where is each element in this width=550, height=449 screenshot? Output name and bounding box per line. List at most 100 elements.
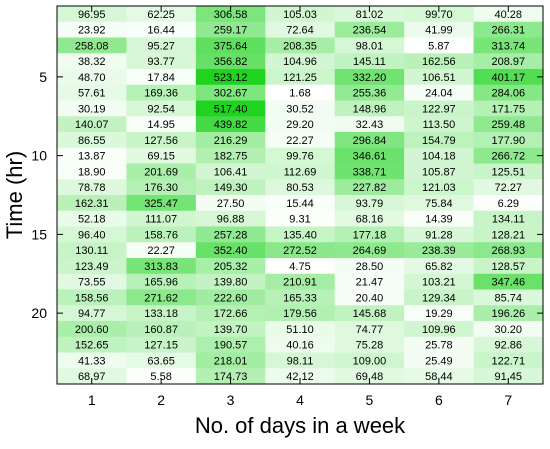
heatmap-cell-label: 92.54 — [147, 103, 175, 115]
heatmap-cell — [404, 195, 475, 212]
heatmap-cell-label: 162.31 — [75, 198, 109, 210]
heatmap-cell — [334, 69, 405, 86]
heatmap-cell-label: 27.50 — [217, 198, 245, 210]
heatmap-cell — [126, 368, 197, 385]
heatmap-cell — [473, 132, 544, 149]
heatmap-cell-label: 127.15 — [144, 340, 178, 352]
heatmap-cell — [126, 258, 197, 275]
heatmap-cell-label: 30.19 — [78, 103, 106, 115]
heatmap-cell — [404, 100, 475, 117]
heatmap-cell-label: 98.11 — [287, 355, 314, 367]
heatmap-cell-label: 258.08 — [75, 40, 109, 52]
heatmap-cell — [195, 116, 266, 133]
heatmap-cell — [473, 258, 544, 275]
heatmap-cell — [195, 163, 266, 180]
x-tick-label: 6 — [435, 392, 443, 408]
heatmap-cell-label: 439.82 — [214, 119, 248, 131]
x-axis-title: No. of days in a week — [195, 413, 406, 438]
heatmap-cell-label: 99.70 — [425, 9, 453, 21]
heatmap-cell — [57, 352, 128, 369]
heatmap-cell — [126, 84, 197, 102]
heatmap-cell — [57, 69, 128, 86]
heatmap-cell-label: 129.34 — [422, 292, 456, 304]
heatmap-cell — [404, 336, 475, 354]
heatmap-cell — [126, 289, 197, 306]
heatmap-cell-label: 99.76 — [286, 151, 314, 163]
heatmap-cell-label: 128.21 — [491, 229, 525, 241]
heatmap-cell — [404, 242, 475, 259]
heatmap-cell-label: 40.28 — [495, 9, 523, 21]
heatmap-cell — [57, 84, 128, 102]
heatmap-cell — [404, 147, 475, 165]
heatmap-cell-label: 130.11 — [75, 245, 108, 257]
heatmap-cell — [265, 69, 336, 86]
heatmap-cell — [126, 242, 197, 259]
heatmap-cell-label: 74.77 — [356, 324, 384, 336]
heatmap-cell — [265, 21, 336, 39]
heatmap-cell-label: 517.40 — [214, 103, 248, 115]
heatmap-cell-label: 104.18 — [422, 151, 456, 163]
heatmap-cell-label: 205.32 — [214, 261, 248, 273]
heatmap-cell-label: 30.20 — [495, 324, 523, 336]
heatmap-cell-label: 148.96 — [353, 103, 387, 115]
heatmap-cell-label: 135.40 — [283, 229, 317, 241]
heatmap-cell — [265, 305, 336, 322]
heatmap-cell-label: 266.31 — [491, 25, 525, 37]
heatmap-cell — [195, 242, 266, 259]
heatmap-cell-label: 257.28 — [214, 229, 248, 241]
heatmap-cell-label: 30.52 — [286, 103, 314, 115]
heatmap-cell — [334, 21, 405, 39]
heatmap-cell — [265, 84, 336, 102]
heatmap-cell-label: 227.82 — [353, 182, 387, 194]
heatmap-cell-label: 158.56 — [75, 292, 109, 304]
x-tick-label: 4 — [296, 392, 304, 408]
heatmap-cell — [195, 21, 266, 39]
heatmap-cell-label: 28.50 — [356, 261, 384, 273]
heatmap-cell-label: 68.16 — [356, 214, 384, 226]
heatmap-cell — [404, 289, 475, 306]
heatmap-cell — [57, 179, 128, 196]
heatmap-cell-label: 38.32 — [78, 56, 106, 68]
heatmap-cell-label: 42.12 — [286, 371, 314, 383]
heatmap-cell-label: 171.75 — [491, 103, 525, 115]
heatmap-cell-label: 62.25 — [147, 9, 175, 21]
heatmap-cell-label: 172.66 — [214, 308, 248, 320]
heatmap-cell-label: 152.65 — [75, 340, 109, 352]
heatmap-cell — [126, 195, 197, 212]
heatmap-cell-label: 264.69 — [353, 245, 387, 257]
heatmap-cell-label: 32.43 — [356, 119, 384, 131]
heatmap-cell — [404, 226, 475, 243]
heatmap-cell-label: 190.57 — [214, 340, 248, 352]
heatmap-cell — [473, 147, 544, 165]
heatmap-cell-label: 92.86 — [495, 340, 523, 352]
heatmap-cell-label: 91.28 — [425, 229, 453, 241]
heatmap-cell — [265, 53, 336, 70]
heatmap-cell — [57, 53, 128, 70]
x-tick-label: 2 — [157, 392, 165, 408]
heatmap-cell-label: 145.11 — [353, 56, 386, 68]
heatmap-cell-label: 105.03 — [283, 9, 317, 21]
heatmap-cell — [126, 163, 197, 180]
heatmap-cell-label: 57.61 — [78, 88, 106, 100]
heatmap-cell-label: 268.93 — [491, 245, 525, 257]
heatmap-cell-label: 81.02 — [356, 9, 384, 21]
heatmap-cell-label: 134.11 — [492, 214, 525, 226]
heatmap-cell — [195, 226, 266, 243]
heatmap-cell-label: 6.29 — [498, 198, 519, 210]
heatmap-cell — [404, 321, 475, 338]
heatmap-cell-label: 176.30 — [144, 182, 178, 194]
heatmap-cell — [473, 116, 544, 133]
heatmap-cell-label: 306.58 — [214, 9, 248, 21]
heatmap-cell — [195, 305, 266, 322]
heatmap-cell — [334, 305, 405, 322]
heatmap-cell-label: 9.31 — [289, 214, 310, 226]
heatmap-cell-label: 106.41 — [214, 166, 248, 178]
heatmap-cell — [57, 226, 128, 243]
heatmap-cell — [126, 69, 197, 86]
heatmap-cell-label: 93.79 — [356, 198, 384, 210]
heatmap-cell-label: 145.68 — [353, 308, 387, 320]
heatmap-cell — [473, 289, 544, 306]
heatmap-cell-label: 179.56 — [283, 308, 317, 320]
heatmap-cell — [334, 132, 405, 149]
heatmap-cell-label: 5.87 — [428, 40, 449, 52]
